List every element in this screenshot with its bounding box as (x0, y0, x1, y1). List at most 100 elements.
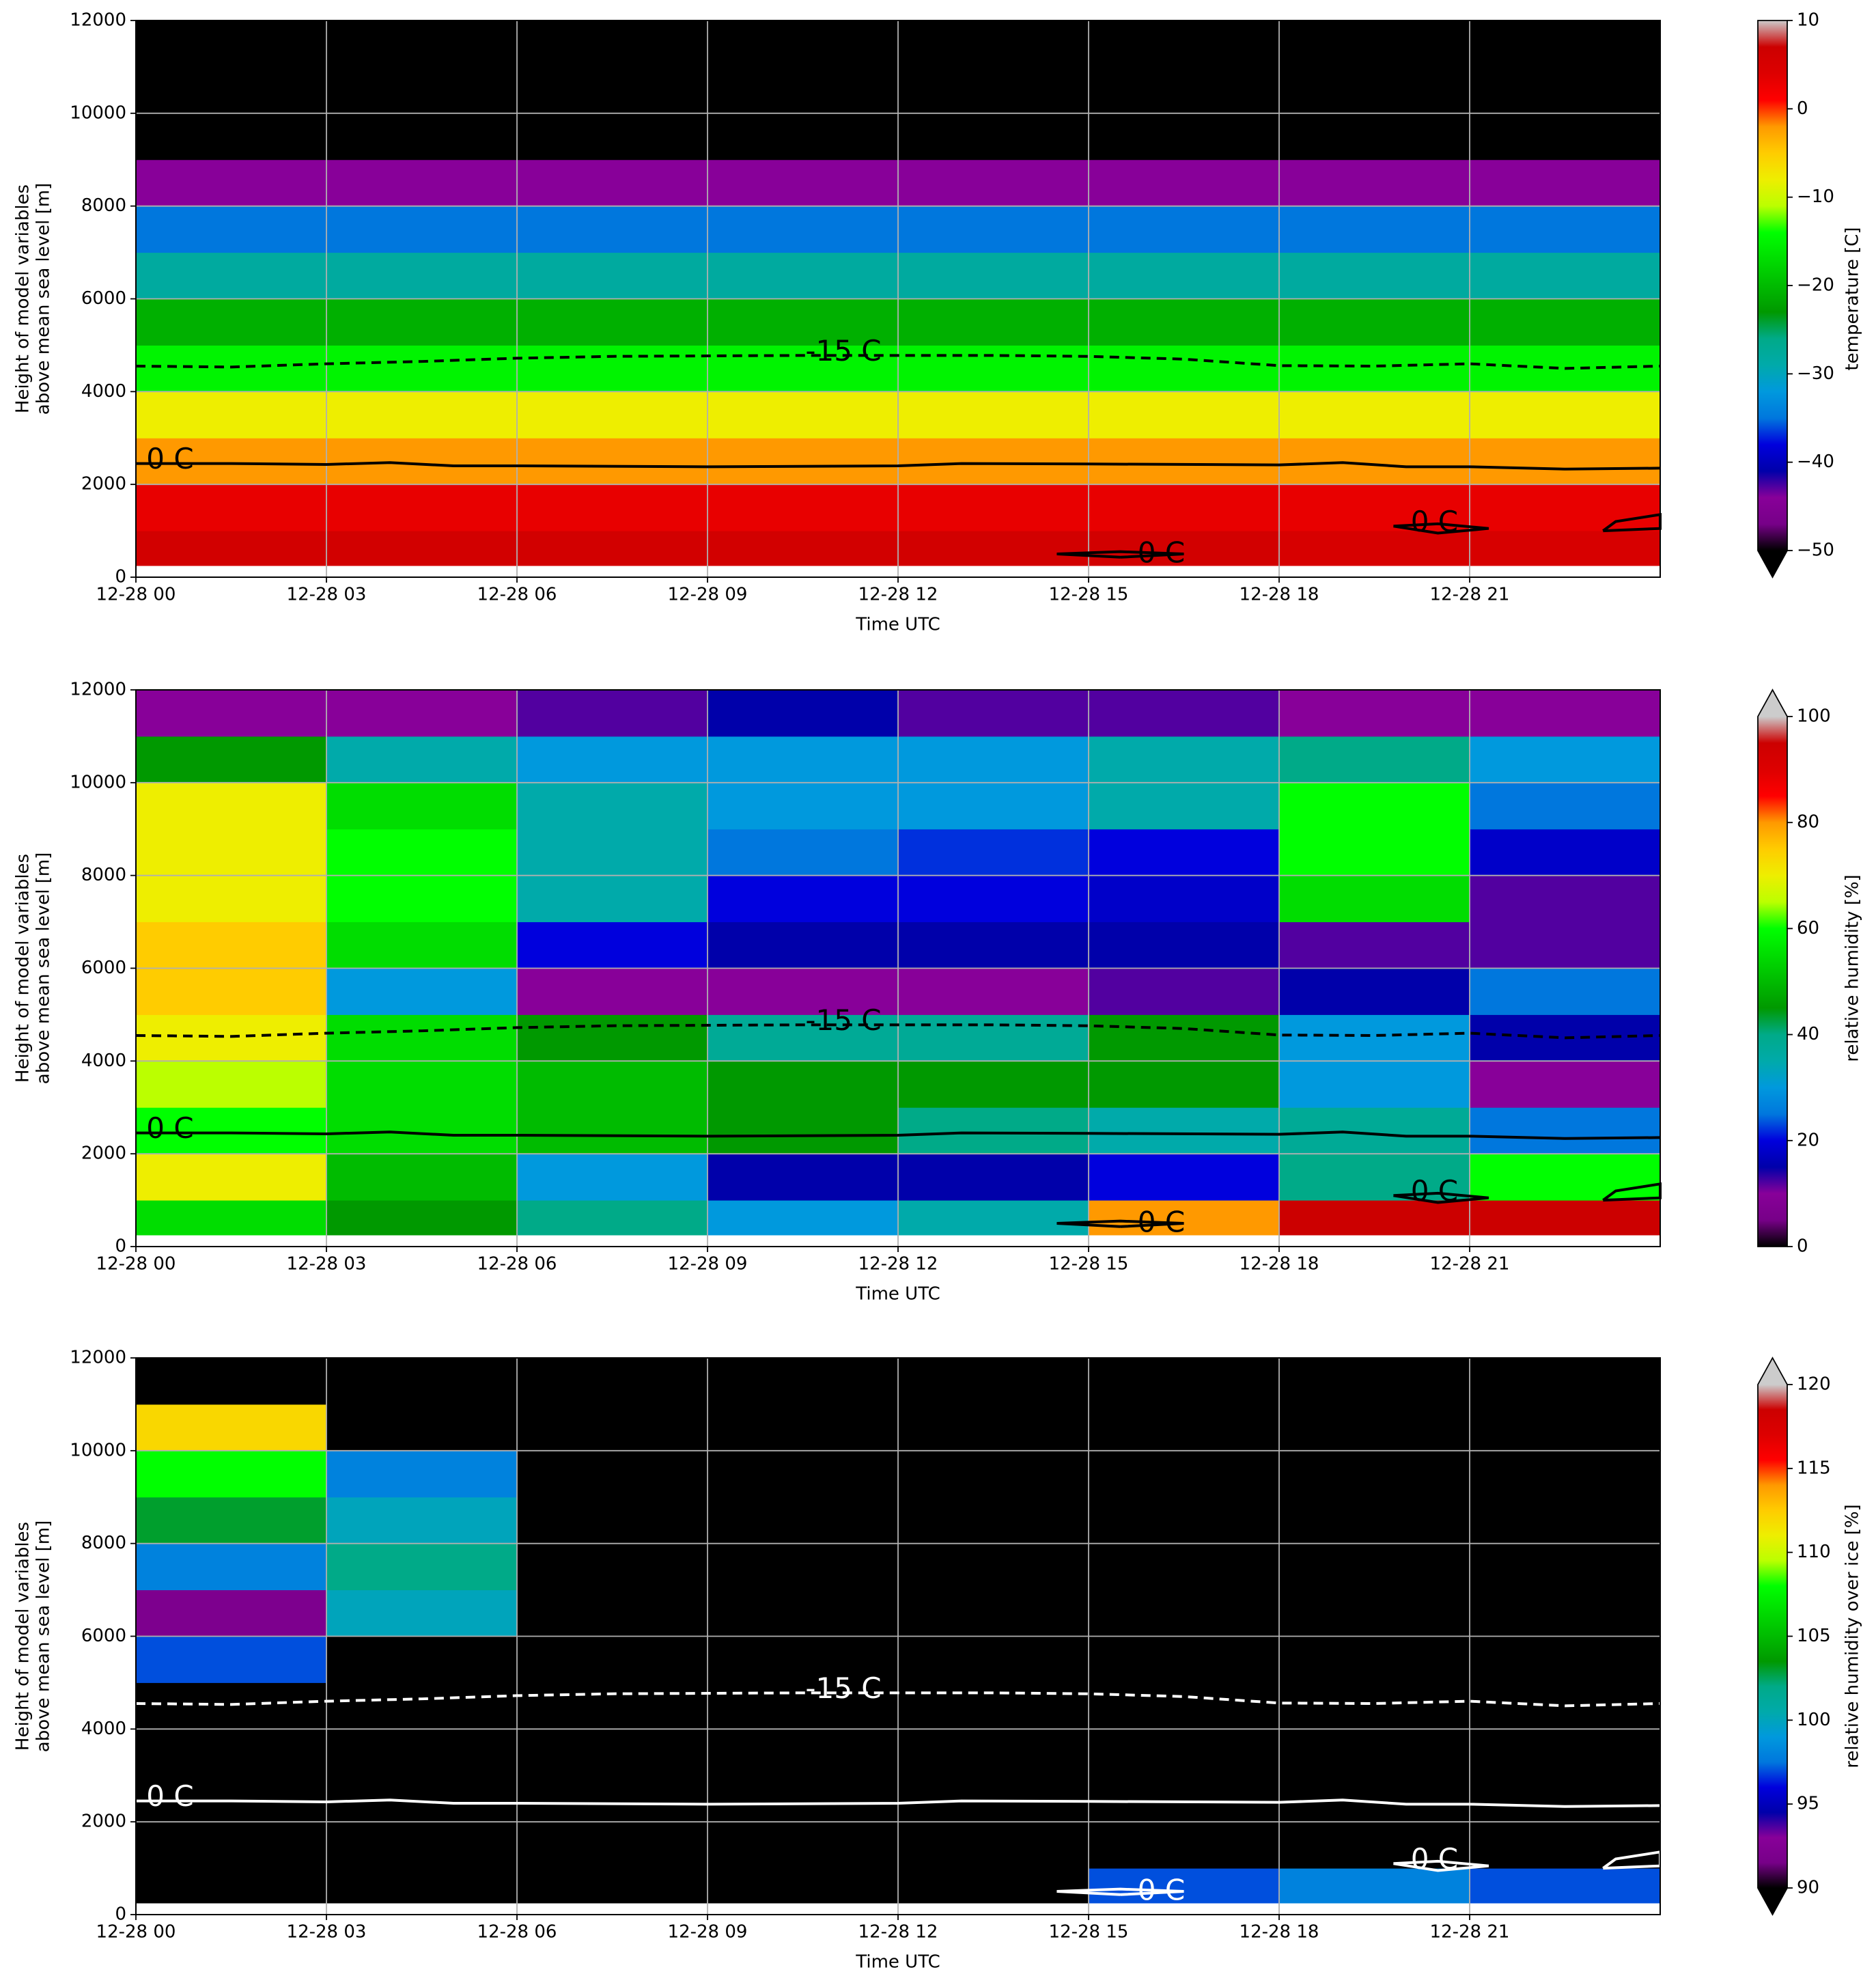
y-tick-label: 6000 (81, 288, 126, 309)
heatmap-cell (1089, 921, 1280, 969)
heatmap-cell (708, 206, 899, 253)
heatmap-cell (708, 531, 899, 566)
heatmap-cell (898, 1061, 1089, 1108)
heatmap-cell (517, 1543, 708, 1591)
heatmap-cell (1089, 1154, 1280, 1201)
heatmap-cell (1089, 1589, 1280, 1637)
heatmap-cell (1470, 1775, 1661, 1822)
y-tick-label: 10000 (70, 1440, 126, 1460)
heatmap-cell (708, 875, 899, 923)
heatmap-cell (326, 1636, 518, 1683)
panel: 12-28 00 12-28 03 12-28 06 12-28 09 12-28 12… (13, 10, 1863, 635)
x-tick-label: 12-28 15 (1049, 1922, 1129, 1943)
x-tick-label: 12-28 03 (287, 1922, 367, 1943)
heatmap-cell (1470, 782, 1661, 830)
heatmap-cell (1279, 298, 1470, 346)
heatmap-cell (326, 782, 518, 830)
heatmap-cell (326, 1358, 518, 1405)
heatmap-cell (708, 829, 899, 876)
heatmap-cell (326, 1543, 518, 1591)
heatmap-cell (1470, 921, 1661, 969)
heatmap-cell (326, 1822, 518, 1869)
heatmap-cell (708, 1497, 899, 1544)
heatmap-cell (1279, 829, 1470, 876)
x-tick-label: 12-28 15 (1049, 585, 1129, 605)
x-tick-label: 12-28 21 (1430, 1254, 1510, 1275)
heatmap-cell (1470, 736, 1661, 783)
x-tick-label: 12-28 09 (668, 1254, 748, 1275)
heatmap-cell (517, 1358, 708, 1405)
heatmap-cell (898, 829, 1089, 876)
heatmap-cell (1470, 690, 1661, 737)
heatmap-cell (708, 252, 899, 299)
x-tick-label: 12-28 18 (1240, 585, 1319, 605)
heatmap-cell (136, 1822, 327, 1869)
x-tick-label: 12-28 18 (1240, 1254, 1319, 1275)
heatmap-cell (517, 1404, 708, 1451)
heatmap-cell (708, 736, 899, 783)
heatmap-cell (1279, 252, 1470, 299)
heatmap-cell (1089, 1543, 1280, 1591)
heatmap-cell (326, 968, 518, 1015)
heatmap-cell (1279, 438, 1470, 485)
heatmap-cell (136, 1682, 327, 1729)
colorbar-tick-label: −50 (1797, 540, 1834, 561)
heatmap-cell (1470, 391, 1661, 439)
heatmap-cell (326, 875, 518, 923)
contour-line (1056, 550, 1184, 559)
heatmap-cell (1470, 1450, 1661, 1498)
heatmap-cell (898, 1154, 1089, 1201)
heatmap-cell (326, 1154, 518, 1201)
heatmap-cell (1089, 159, 1280, 207)
heatmap-cell (517, 1636, 708, 1683)
colorbar-tick-label: 20 (1797, 1130, 1819, 1150)
heatmap-cell (517, 531, 708, 566)
y-tick-label: 6000 (81, 958, 126, 978)
heatmap-cell (517, 1450, 708, 1498)
heatmap-cell (1089, 1822, 1280, 1869)
heatmap-cell (326, 690, 518, 737)
contour-label: 0 C (1138, 536, 1185, 569)
heatmap-cell (1089, 484, 1280, 531)
heatmap-cell (326, 159, 518, 207)
x-tick-label: 12-28 09 (668, 585, 748, 605)
heatmap-cell (1279, 921, 1470, 969)
heatmap-cell (1470, 206, 1661, 253)
contour-line (135, 1691, 1661, 1708)
heatmap-cell (898, 66, 1089, 114)
heatmap-cell (1089, 1404, 1280, 1451)
heatmap-cell (708, 1543, 899, 1591)
heatmap-cell (326, 206, 518, 253)
heatmap-cell (898, 20, 1089, 68)
y-tick-label: 8000 (81, 1533, 126, 1553)
heatmap-cell (898, 391, 1089, 439)
heatmap-cell (517, 1822, 708, 1869)
contour-label: -15 C (805, 334, 881, 367)
heatmap-cell (708, 690, 899, 737)
heatmap-cell (136, 1636, 327, 1683)
contour-line (135, 354, 1661, 370)
heatmap-cell (517, 1497, 708, 1544)
heatmap-cell (136, 438, 327, 485)
heatmap-cell (326, 391, 518, 439)
heatmap-cell (136, 1404, 327, 1451)
heatmap-cell (1089, 1682, 1280, 1729)
colorbar-extend (1758, 551, 1787, 577)
heatmap-cell (898, 1589, 1089, 1637)
heatmap-cell (1279, 391, 1470, 439)
heatmap-cell (1089, 1200, 1280, 1236)
heatmap-cell (517, 1061, 708, 1108)
heatmap-cell (136, 1358, 327, 1405)
colorbar-tick-label: −40 (1797, 451, 1834, 472)
y-tick-label: 12000 (70, 680, 126, 700)
y-axis-label: above mean sea level [m] (33, 852, 54, 1084)
heatmap-cell (898, 1358, 1089, 1405)
x-tick-label: 12-28 12 (858, 585, 938, 605)
heatmap-cell (1279, 1014, 1470, 1061)
heatmap-cell (326, 921, 518, 969)
heatmap-cell (708, 1729, 899, 1776)
x-tick-label: 12-28 21 (1430, 1922, 1510, 1943)
heatmap-cell (708, 782, 899, 830)
heatmap-cell (517, 298, 708, 346)
